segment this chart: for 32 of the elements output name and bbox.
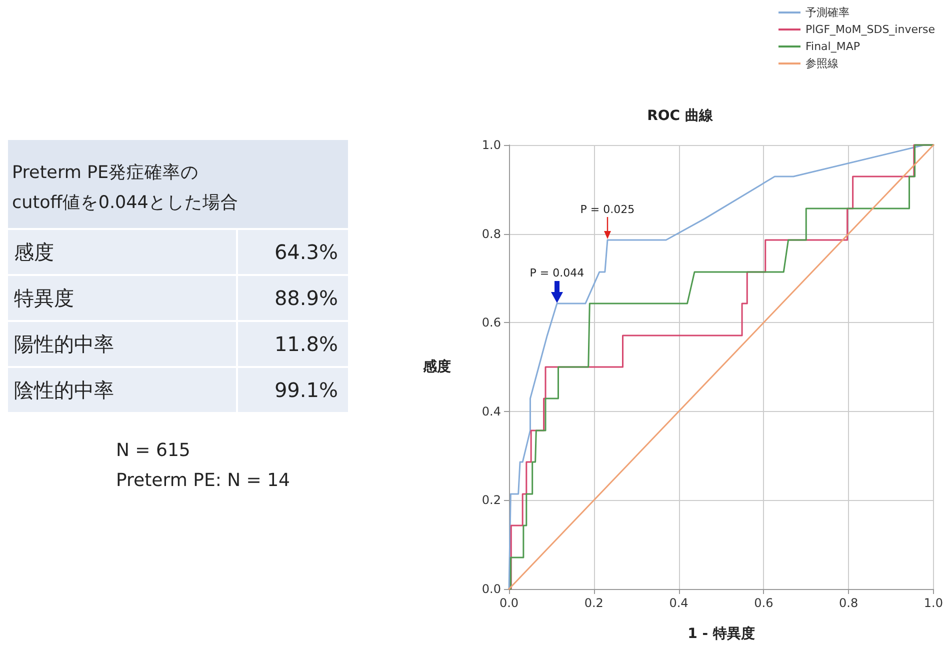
text: Preterm PE: N = 14 bbox=[116, 469, 291, 493]
annotation: P = 0.044 bbox=[530, 266, 584, 280]
text: 88.9% bbox=[274, 286, 338, 310]
x-tick-label: 0.8 bbox=[839, 596, 858, 610]
text: 99.1% bbox=[274, 378, 338, 402]
y-tick-label: 0.6 bbox=[482, 316, 501, 330]
y-tick-label: 1.0 bbox=[482, 138, 501, 152]
x-tick-label: 0.6 bbox=[754, 596, 774, 610]
y-tick-label: 0.8 bbox=[482, 226, 501, 241]
x-tick-label: 0.4 bbox=[669, 596, 688, 610]
legend-label: Final_MAP bbox=[805, 40, 860, 53]
category-label: 陰性的中率 bbox=[8, 368, 238, 412]
y-tick-label: 0.4 bbox=[482, 404, 501, 418]
text: 64.3% bbox=[274, 240, 338, 264]
text: Preterm PE発症確率の cutoff値を0.044とした場合 bbox=[8, 140, 348, 230]
y-tick-label: 0.2 bbox=[482, 493, 501, 508]
text: 11.8% bbox=[274, 332, 338, 356]
category-label: 特異度 bbox=[8, 276, 238, 320]
y-axis-title: 感度 bbox=[422, 358, 451, 375]
y-tick-label: 0.0 bbox=[482, 582, 501, 596]
chart-title: ROC 曲線 bbox=[647, 108, 714, 124]
annotation: P = 0.025 bbox=[580, 203, 635, 216]
x-tick-label: 1.0 bbox=[924, 596, 944, 610]
x-axis-title: 1 - 特異度 bbox=[688, 625, 755, 642]
legend-label: PlGF_MoM_SDS_inverse bbox=[805, 23, 936, 36]
legend-label: 参照線 bbox=[805, 57, 838, 70]
legend-label: 予測確率 bbox=[805, 6, 850, 19]
x-tick-label: 0.2 bbox=[584, 596, 604, 610]
text: N = 615 bbox=[116, 439, 192, 463]
category-label: 感度 bbox=[8, 230, 238, 274]
category-label: 陽性的中率 bbox=[8, 322, 238, 366]
x-tick-label: 0.0 bbox=[499, 596, 519, 610]
